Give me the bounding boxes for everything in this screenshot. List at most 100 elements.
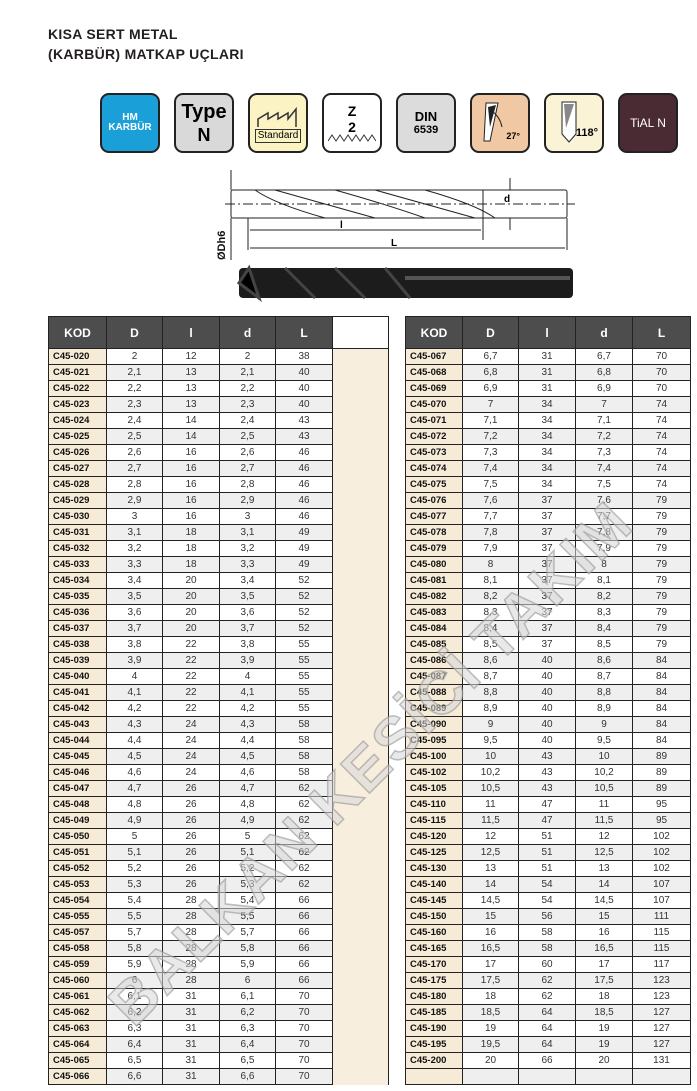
l-cell: 31 [162, 1052, 220, 1069]
d-cell: 4,4 [219, 732, 276, 749]
L-cell: 55 [275, 652, 333, 669]
L-cell: 127 [632, 1036, 691, 1053]
table-row: C45-160 16 58 16 115 [405, 924, 691, 941]
d-cell: 19 [575, 1020, 633, 1037]
kod-cell: C45-067 [405, 348, 463, 365]
L-cell: 52 [275, 620, 333, 637]
empty-cell [332, 1052, 389, 1069]
kod-cell: C45-082 [405, 588, 463, 605]
D-cell: 4,5 [106, 748, 163, 765]
D-cell: 7,2 [462, 428, 519, 445]
point-angle-icon: 118° [544, 93, 604, 153]
L-cell: 70 [632, 348, 691, 365]
L-cell: 49 [275, 556, 333, 573]
l-cell: 16 [162, 460, 220, 477]
l-cell: 26 [162, 828, 220, 845]
l-cell: 22 [162, 636, 220, 653]
l-cell: 16 [162, 476, 220, 493]
L-cell: 117 [632, 956, 691, 973]
L-cell: 74 [632, 396, 691, 413]
L-cell: 89 [632, 780, 691, 797]
l-cell: 54 [518, 892, 576, 909]
table-row: C45-020 2 12 2 38 [48, 348, 389, 365]
table-row: C45-165 16,5 58 16,5 115 [405, 940, 691, 957]
empty-cell [332, 828, 389, 845]
d-cell: 8,6 [575, 652, 633, 669]
kod-cell: C45-102 [405, 764, 463, 781]
l-cell: 24 [162, 732, 220, 749]
d-cell: 6,1 [219, 988, 276, 1005]
d-cell: 4,1 [219, 684, 276, 701]
l-cell: 40 [518, 716, 576, 733]
table-row: C45-102 10,2 43 10,2 89 [405, 764, 691, 781]
empty-cell [332, 508, 389, 525]
standard-icon: Standard [248, 93, 308, 153]
l-cell: 43 [518, 748, 576, 765]
D-cell: 13 [462, 860, 519, 877]
l-cell: 66 [518, 1052, 576, 1069]
D-cell: 6,5 [106, 1052, 163, 1069]
table-row: C45-120 12 51 12 102 [405, 828, 691, 845]
l-cell: 16 [162, 492, 220, 509]
D-cell: 3 [106, 508, 163, 525]
empty-cell [332, 732, 389, 749]
empty-cell [332, 348, 389, 365]
table-row: C45-045 4,5 24 4,5 58 [48, 748, 389, 765]
d-cell: 4,9 [219, 812, 276, 829]
table-row: C45-175 17,5 62 17,5 123 [405, 972, 691, 989]
d-cell: 5,7 [219, 924, 276, 941]
kod-cell: C45-190 [405, 1020, 463, 1037]
empty-cell [332, 572, 389, 589]
kod-cell: C45-087 [405, 668, 463, 685]
d-cell: 7,6 [575, 492, 633, 509]
L-cell: 70 [275, 1068, 333, 1085]
kod-cell: C45-045 [48, 748, 107, 765]
table-row: C45-066 6,6 31 6,6 70 [48, 1068, 389, 1085]
L-cell: 79 [632, 604, 691, 621]
D-cell: 14 [462, 876, 519, 893]
table-row: C45-070 7 34 7 74 [405, 396, 691, 413]
D-cell: 8,3 [462, 604, 519, 621]
D-cell: 4,3 [106, 716, 163, 733]
D-cell: 3,5 [106, 588, 163, 605]
table-row: C45-034 3,4 20 3,4 52 [48, 572, 389, 589]
d-cell: 8 [575, 556, 633, 573]
L-cell: 79 [632, 572, 691, 589]
kod-cell: C45-020 [48, 348, 107, 365]
table-row: C45-027 2,7 16 2,7 46 [48, 460, 389, 477]
D-cell: 2,5 [106, 428, 163, 445]
l-cell: 18 [162, 524, 220, 541]
L-cell: 62 [275, 876, 333, 893]
L-cell: 131 [632, 1052, 691, 1069]
empty-cell [332, 1068, 389, 1085]
d-cell: 18 [575, 988, 633, 1005]
table-row: C45-022 2,2 13 2,2 40 [48, 380, 389, 397]
D-cell: 9,5 [462, 732, 519, 749]
L-cell: 55 [275, 684, 333, 701]
kod-cell: C45-077 [405, 508, 463, 525]
kod-cell: C45-076 [405, 492, 463, 509]
D-cell: 3,6 [106, 604, 163, 621]
L-cell: 127 [632, 1004, 691, 1021]
d-cell: 11,5 [575, 812, 633, 829]
kod-cell: C45-185 [405, 1004, 463, 1021]
D-cell: 19,5 [462, 1036, 519, 1053]
D-cell: 17,5 [462, 972, 519, 989]
kod-cell: C45-048 [48, 796, 107, 813]
L-cell [632, 1068, 691, 1085]
l-cell: 31 [162, 1004, 220, 1021]
d-cell: 8,7 [575, 668, 633, 685]
L-cell: 95 [632, 812, 691, 829]
D-cell: 2,2 [106, 380, 163, 397]
table-row: C45-125 12,5 51 12,5 102 [405, 844, 691, 861]
empty-cell [332, 412, 389, 429]
L-cell: 62 [275, 828, 333, 845]
table-row: C45-031 3,1 18 3,1 49 [48, 524, 389, 541]
kod-cell: C45-180 [405, 988, 463, 1005]
kod-cell: C45-031 [48, 524, 107, 541]
L-cell: 123 [632, 988, 691, 1005]
kod-cell: C45-095 [405, 732, 463, 749]
l-cell: 22 [162, 700, 220, 717]
L-cell: 102 [632, 844, 691, 861]
empty-cell [332, 444, 389, 461]
